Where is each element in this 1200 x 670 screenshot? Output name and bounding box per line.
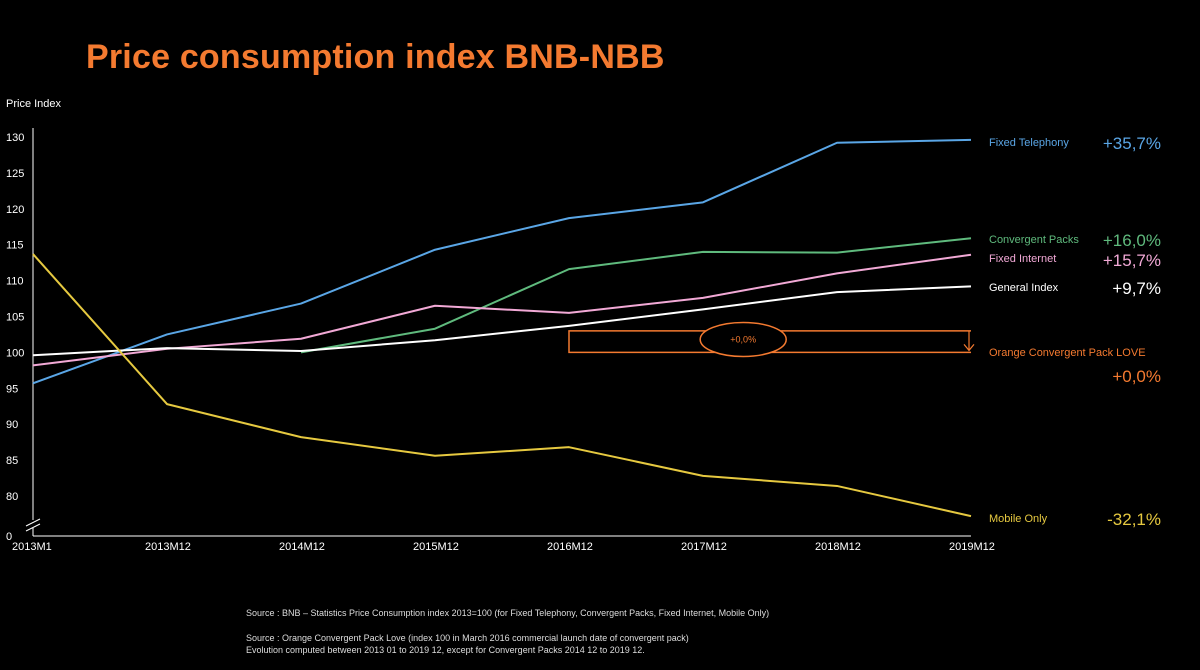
legend-change-general-index: +9,7% xyxy=(1112,279,1161,298)
y-tick-label: 85 xyxy=(6,455,18,467)
legend-change-orange-convergent-pack-love: +0,0% xyxy=(1112,367,1161,386)
y-tick-label: 130 xyxy=(6,132,24,144)
x-tick-label: 2018M12 xyxy=(815,541,861,553)
y-tick-label: 120 xyxy=(6,204,24,216)
chart-title: Price consumption index BNB-NBB xyxy=(86,38,665,76)
legend-change-mobile-only: -32,1% xyxy=(1107,510,1161,529)
x-tick-label: 2013M12 xyxy=(145,541,191,553)
y-tick-label: 90 xyxy=(6,419,18,431)
annotation-group: +0,0% xyxy=(568,321,975,358)
series-lines xyxy=(32,138,972,518)
y-axis-label: Price Index xyxy=(6,98,62,110)
annotation-bubble-label: +0,0% xyxy=(730,334,756,344)
axis-break-mark xyxy=(25,518,41,527)
axes: 0 80 85 90 95 100 105 110 115 120 125 130 2013M1 2013… xyxy=(6,128,995,553)
series-line-mobile-only xyxy=(32,253,972,518)
legend: Fixed Telephony +35,7% Convergent Packs +16… xyxy=(989,134,1161,529)
y-tick-label: 105 xyxy=(6,312,24,324)
legend-change-fixed-telephony: +35,7% xyxy=(1103,134,1161,153)
source-note-1: Source : BNB – Statistics Price Consumpt… xyxy=(246,608,770,618)
legend-label-fixed-internet: Fixed Internet xyxy=(989,253,1056,265)
x-tick-label: 2014M12 xyxy=(279,541,325,553)
y-tick-label: 80 xyxy=(6,491,18,503)
legend-label-general-index: General Index xyxy=(989,282,1059,294)
y-tick-label: 0 xyxy=(6,531,12,543)
annotation-bubble xyxy=(699,321,787,358)
annotation-arrow-head xyxy=(963,344,975,352)
y-tick-label: 125 xyxy=(6,168,24,180)
legend-label-mobile-only: Mobile Only xyxy=(989,513,1048,525)
x-tick-label: 2019M12 xyxy=(949,541,995,553)
series-line-fixed-telephony xyxy=(32,138,972,385)
series-line-convergent-packs xyxy=(300,237,972,354)
y-tick-label: 100 xyxy=(6,347,24,359)
y-tick-label: 95 xyxy=(6,383,18,395)
axis-break-mark xyxy=(25,523,41,532)
legend-label-convergent-packs: Convergent Packs xyxy=(989,234,1079,246)
source-note-3: Evolution computed between 2013 01 to 20… xyxy=(246,645,645,655)
series-line-general-index xyxy=(32,285,972,357)
legend-label-orange-convergent-pack-love: Orange Convergent Pack LOVE xyxy=(989,347,1146,359)
series-line-fixed-internet xyxy=(32,253,972,367)
x-tick-label: 2015M12 xyxy=(413,541,459,553)
y-tick-label: 115 xyxy=(6,240,24,252)
x-tick-label: 2013M1 xyxy=(12,541,52,553)
source-note-2: Source : Orange Convergent Pack Love (in… xyxy=(246,633,689,643)
legend-change-fixed-internet: +15,7% xyxy=(1103,251,1161,270)
x-tick-label: 2017M12 xyxy=(681,541,727,553)
legend-label-fixed-telephony: Fixed Telephony xyxy=(989,137,1069,149)
x-tick-label: 2016M12 xyxy=(547,541,593,553)
legend-change-convergent-packs: +16,0% xyxy=(1103,231,1161,250)
y-tick-label: 110 xyxy=(6,276,24,288)
